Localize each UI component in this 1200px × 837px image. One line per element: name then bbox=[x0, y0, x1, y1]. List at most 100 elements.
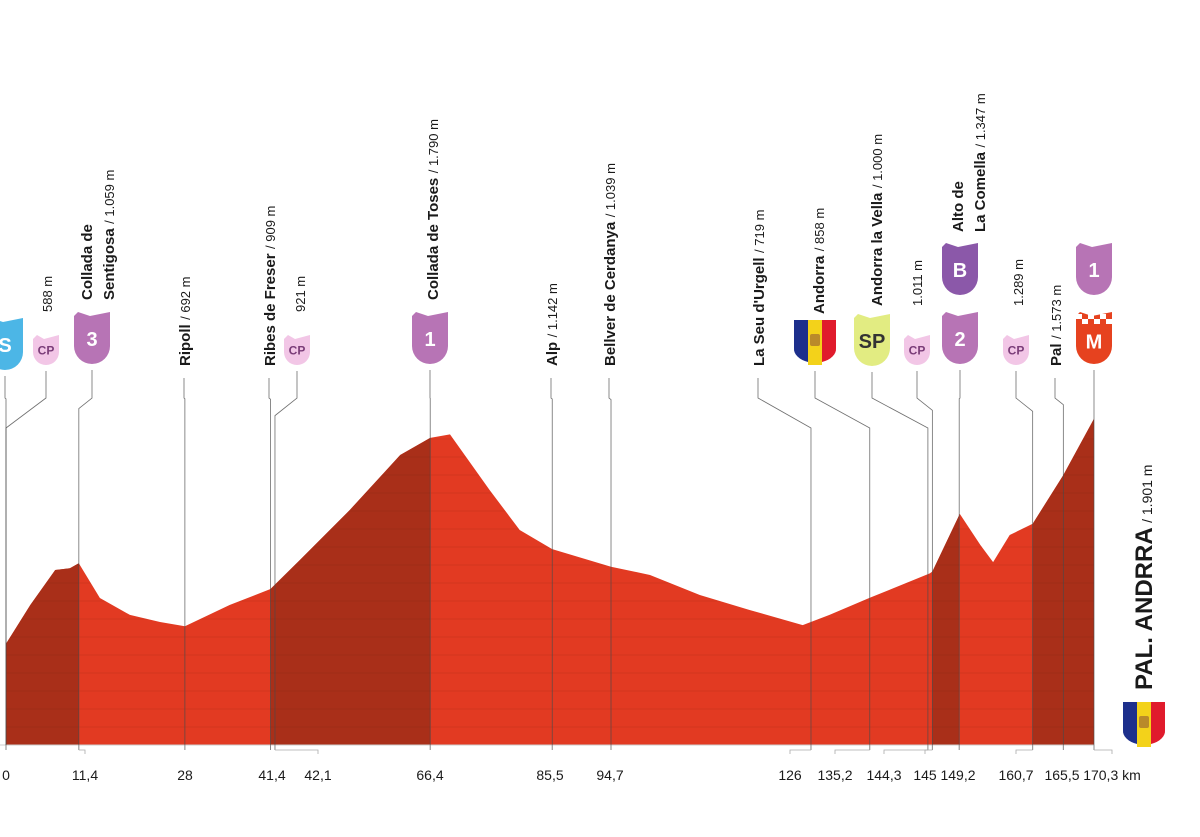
waypoint: 3 Collada de Sentigosa / 1.059 m bbox=[74, 170, 118, 364]
badge-label: CP bbox=[1008, 344, 1025, 358]
leader-line bbox=[5, 371, 47, 745]
waypoint-name: Bellver de Cerdanya bbox=[602, 221, 619, 366]
x-tick-label: 94,7 bbox=[596, 767, 623, 783]
waypoint-elevation: / 1.142 m bbox=[545, 283, 560, 337]
badge-label: S bbox=[0, 335, 12, 357]
badge-shape bbox=[854, 314, 890, 366]
badge-label: 2 bbox=[954, 329, 965, 351]
waypoint-name: Andorra bbox=[811, 255, 828, 314]
waypoint-name: Alto de bbox=[950, 181, 967, 232]
waypoint: S bbox=[0, 318, 23, 370]
waypoint: La Seu d'Urgell / 719 m bbox=[751, 210, 768, 366]
leader-line bbox=[916, 371, 933, 745]
leader-line bbox=[814, 371, 871, 745]
badge: SP bbox=[854, 314, 890, 366]
leader-line bbox=[268, 378, 271, 745]
badge-label: M bbox=[1086, 331, 1103, 353]
leader-line bbox=[183, 378, 186, 745]
waypoint-name: Ribes de Freser bbox=[262, 253, 279, 366]
waypoint: Alp / 1.142 m bbox=[544, 283, 561, 366]
andorra-flag bbox=[793, 320, 837, 365]
waypoint-name: Collada de Toses bbox=[425, 178, 442, 300]
leader-line bbox=[958, 370, 961, 745]
badge: 1 bbox=[412, 312, 448, 364]
finish-name: PAL. ANDRRA bbox=[1131, 527, 1158, 690]
x-tick-label: 144,3 bbox=[866, 767, 901, 783]
x-tick-label: 28 bbox=[177, 767, 193, 783]
x-tick-leader bbox=[1015, 749, 1033, 754]
badge-label: 1 bbox=[1088, 260, 1099, 282]
x-tick-label: 135,2 bbox=[817, 767, 852, 783]
badge: S bbox=[0, 318, 23, 370]
badge-shape bbox=[0, 318, 23, 370]
badge-shape bbox=[1076, 243, 1112, 295]
badge-shape bbox=[942, 312, 978, 364]
climb-shade bbox=[270, 418, 431, 745]
leader-line bbox=[1015, 371, 1034, 745]
waypoint-label: Alto de bbox=[950, 181, 967, 232]
x-tick-leader bbox=[924, 749, 933, 754]
x-tick-label: 85,5 bbox=[536, 767, 563, 783]
badge-label: 3 bbox=[86, 329, 97, 351]
waypoint-name: Pal bbox=[1048, 343, 1065, 366]
waypoint-label: 1.289 m bbox=[1011, 259, 1026, 306]
x-tick-label: 42,1 bbox=[304, 767, 331, 783]
x-tick-leader bbox=[78, 749, 86, 754]
waypoint-elevation: 1.289 m bbox=[1011, 259, 1026, 306]
finish-elevation: / 1.901 m bbox=[1139, 465, 1155, 523]
badge: M bbox=[1076, 312, 1112, 364]
x-tick-label: 11,4 bbox=[72, 767, 98, 783]
leader-line bbox=[78, 370, 93, 745]
waypoint-elevation: / 1.039 m bbox=[603, 163, 618, 217]
leader-line bbox=[871, 372, 929, 745]
leader-line bbox=[274, 371, 298, 745]
badge-shape bbox=[284, 335, 310, 365]
waypoint: SP Andorra la Vella / 1.000 m bbox=[854, 134, 890, 366]
waypoint-elevation: / 909 m bbox=[263, 206, 278, 249]
waypoint-label: La Comella / 1.347 m bbox=[972, 93, 989, 232]
waypoint-name: Ripoll bbox=[177, 324, 194, 366]
x-tick-label: 170,3 km bbox=[1083, 767, 1141, 783]
x-tick-label: 145 bbox=[913, 767, 937, 783]
waypoint-name: Andorra la Vella bbox=[869, 192, 886, 306]
waypoint: 1 Collada de Toses / 1.790 m bbox=[412, 119, 448, 364]
x-tick-label: 165,5 bbox=[1044, 767, 1079, 783]
waypoint-label: Andorra la Vella / 1.000 m bbox=[869, 134, 886, 306]
x-tick-label: 149,2 bbox=[940, 767, 975, 783]
climb-shade bbox=[932, 418, 960, 745]
waypoint: Pal / 1.573 m bbox=[1048, 285, 1065, 366]
waypoint-elevation: / 1.573 m bbox=[1049, 285, 1064, 339]
x-tick-leader bbox=[834, 749, 870, 754]
waypoint-elevation: / 719 m bbox=[752, 210, 767, 253]
badge: 1 bbox=[1076, 243, 1112, 295]
badge-shape bbox=[942, 243, 978, 295]
waypoint: CP 1.289 m bbox=[1003, 259, 1029, 365]
x-tick-leader bbox=[789, 749, 811, 754]
x-tick-label: 160,7 bbox=[998, 767, 1033, 783]
waypoint-label: Collada de Toses / 1.790 m bbox=[425, 119, 442, 300]
x-tick-label: 66,4 bbox=[416, 767, 443, 783]
leader-line bbox=[757, 378, 812, 745]
badge: CP bbox=[33, 335, 59, 365]
badge: CP bbox=[1003, 335, 1029, 365]
waypoint-elevation: / 1.347 m bbox=[973, 93, 988, 147]
badge-shape bbox=[33, 335, 59, 365]
climb-shade bbox=[6, 418, 79, 745]
badge-shape bbox=[412, 312, 448, 364]
waypoint: Bellver de Cerdanya / 1.039 m bbox=[602, 163, 619, 366]
badge-label: B bbox=[953, 260, 967, 282]
waypoint-label: Sentigosa / 1.059 m bbox=[101, 170, 118, 300]
leader-line bbox=[1054, 378, 1064, 745]
waypoint: CP 1.011 m bbox=[904, 260, 930, 365]
waypoint-label: La Seu d'Urgell / 719 m bbox=[751, 210, 768, 366]
leader-line bbox=[550, 378, 553, 745]
x-tick-label: 0 bbox=[2, 767, 10, 783]
waypoint-elevation: / 1.059 m bbox=[102, 170, 117, 224]
badge-label: 1 bbox=[424, 329, 435, 351]
badge-label: CP bbox=[38, 344, 55, 358]
waypoint-label: Alp / 1.142 m bbox=[544, 283, 561, 366]
badge: CP bbox=[284, 335, 310, 365]
x-tick-leader bbox=[1094, 749, 1113, 754]
